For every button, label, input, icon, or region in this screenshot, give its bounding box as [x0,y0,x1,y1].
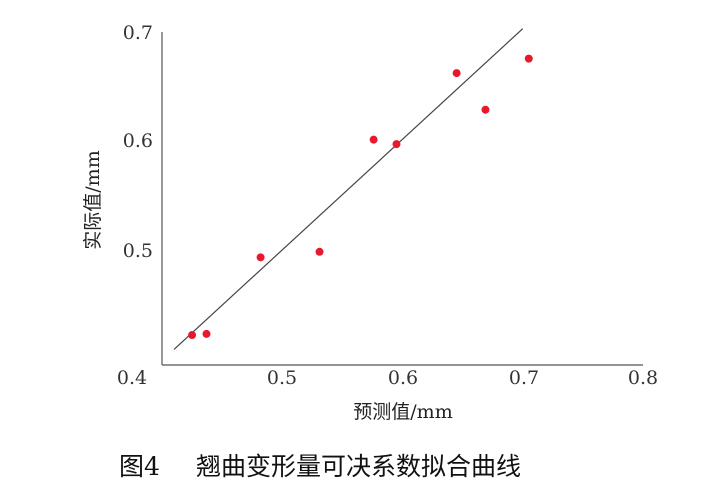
y-tick-label: 0.5 [123,240,153,262]
data-point [256,253,265,262]
y-axis-label: 实际值/mm [82,150,104,249]
fit-line [173,28,524,350]
x-tick-label: 0.4 [117,367,147,389]
x-tick-label: 0.8 [628,367,658,389]
data-point [392,140,401,149]
data-point [202,329,211,338]
figure-number: 图4 [119,452,160,481]
x-tick-label: 0.7 [509,367,539,389]
data-point [481,105,490,114]
data-point [188,331,197,340]
x-tick-label: 0.6 [388,367,418,389]
data-point [369,135,378,144]
y-tick-label: 0.6 [123,130,153,152]
x-axis-label: 预测值/mm [353,401,452,423]
x-tick-label: 0.5 [267,367,297,389]
data-point [315,247,324,256]
data-point [524,54,533,63]
y-tick-label: 0.7 [123,22,153,44]
figure-caption: 翘曲变形量可决系数拟合曲线 [196,452,521,481]
chart-marks [173,28,533,350]
data-point [452,69,461,78]
